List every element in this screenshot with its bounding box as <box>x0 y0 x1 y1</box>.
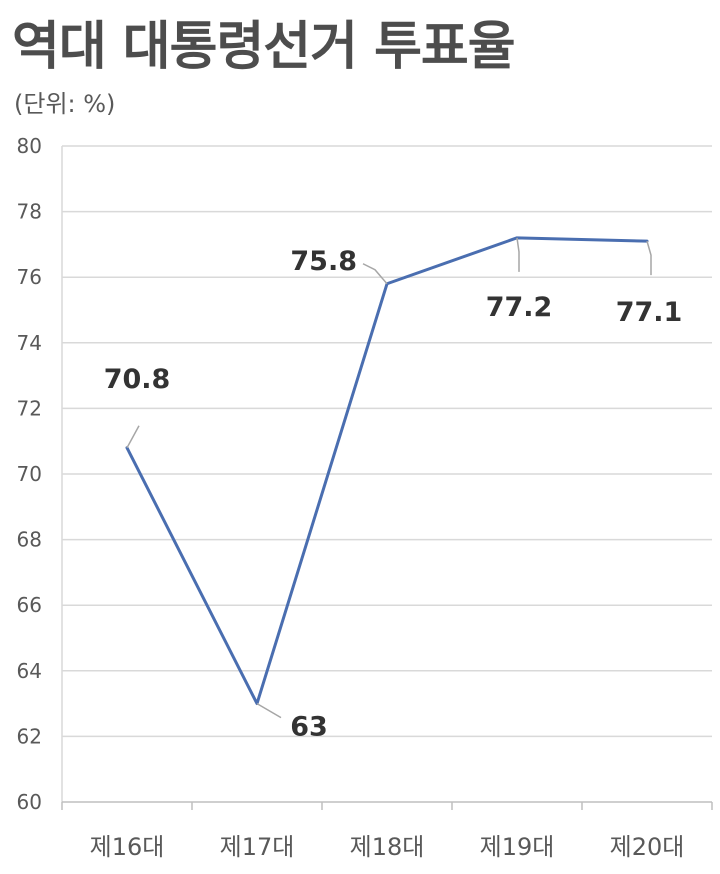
series-line <box>125 236 649 706</box>
unit-label: (단위: %) <box>14 90 116 118</box>
x-tick-label: 제20대 <box>610 833 685 861</box>
series <box>125 236 649 706</box>
data-label: 77.1 <box>616 297 683 328</box>
leader-line <box>256 702 282 719</box>
gridlines <box>61 145 712 802</box>
data-labels: 70.8 63 75.8 77.2 77.1 <box>104 246 683 743</box>
leader-line <box>126 425 140 449</box>
data-label: 75.8 <box>290 246 357 277</box>
leader-line <box>646 240 652 276</box>
leader-line <box>362 263 388 285</box>
leader-line <box>516 237 520 272</box>
chart-title: 역대 대통령선거 투표율 <box>12 17 516 77</box>
data-label: 63 <box>290 712 328 743</box>
y-tick-label: 62 <box>17 724 42 748</box>
data-label: 70.8 <box>104 364 171 395</box>
y-tick-label: 72 <box>17 396 42 420</box>
x-tick-label: 제16대 <box>90 833 165 861</box>
data-label-leaders <box>126 237 652 719</box>
x-axis <box>61 801 713 810</box>
x-axis-tick-labels: 제16대 제17대 제18대 제19대 제20대 <box>90 833 685 861</box>
y-tick-label: 74 <box>17 331 42 355</box>
x-tick-label: 제19대 <box>480 833 555 861</box>
x-tick-label: 제18대 <box>350 833 425 861</box>
y-tick-label: 70 <box>17 462 42 486</box>
y-tick-label: 80 <box>17 134 42 158</box>
x-tick-label: 제17대 <box>220 833 295 861</box>
y-tick-label: 60 <box>17 790 42 814</box>
y-tick-label: 78 <box>17 200 42 224</box>
y-tick-label: 64 <box>17 659 42 683</box>
y-tick-label: 76 <box>17 265 42 289</box>
y-axis-ticks: 60 62 64 66 68 70 72 74 76 78 80 <box>17 134 42 814</box>
data-label: 77.2 <box>486 292 553 323</box>
y-tick-label: 66 <box>17 593 42 617</box>
y-tick-label: 68 <box>17 528 42 552</box>
